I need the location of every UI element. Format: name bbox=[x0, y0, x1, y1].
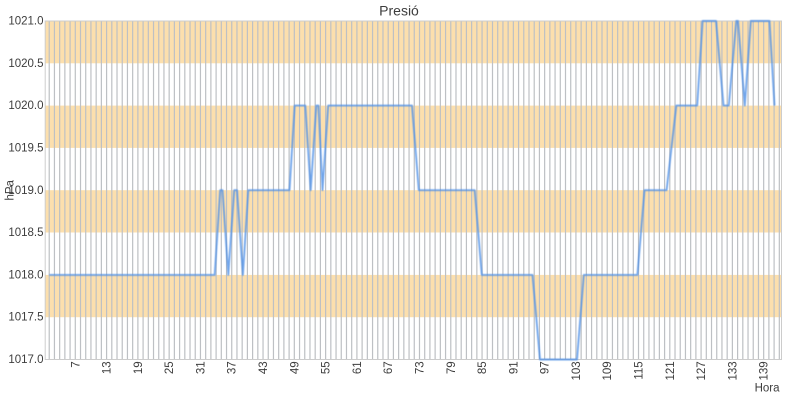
svg-text:67: 67 bbox=[383, 361, 395, 374]
svg-text:127: 127 bbox=[696, 361, 708, 380]
svg-text:103: 103 bbox=[571, 361, 583, 380]
svg-text:1020.0: 1020.0 bbox=[8, 100, 43, 112]
svg-text:1021.0: 1021.0 bbox=[8, 16, 43, 28]
svg-text:37: 37 bbox=[227, 361, 239, 374]
svg-text:1020.5: 1020.5 bbox=[8, 58, 43, 70]
svg-text:Hora: Hora bbox=[755, 383, 781, 395]
svg-text:115: 115 bbox=[634, 361, 646, 379]
svg-text:49: 49 bbox=[289, 361, 301, 374]
svg-text:1018.0: 1018.0 bbox=[8, 269, 43, 281]
svg-text:133: 133 bbox=[727, 361, 739, 380]
svg-text:31: 31 bbox=[196, 361, 208, 374]
svg-text:85: 85 bbox=[477, 361, 489, 374]
svg-text:109: 109 bbox=[602, 361, 614, 380]
svg-text:139: 139 bbox=[759, 361, 771, 380]
svg-text:1017.5: 1017.5 bbox=[8, 312, 43, 324]
svg-text:13: 13 bbox=[102, 361, 114, 374]
svg-text:55: 55 bbox=[321, 361, 333, 374]
svg-text:19: 19 bbox=[133, 361, 145, 374]
svg-text:1019.0: 1019.0 bbox=[8, 185, 43, 197]
svg-text:43: 43 bbox=[258, 361, 270, 374]
svg-text:73: 73 bbox=[415, 361, 427, 374]
svg-text:Presió: Presió bbox=[379, 3, 419, 19]
svg-text:25: 25 bbox=[164, 361, 176, 374]
svg-text:97: 97 bbox=[540, 361, 552, 374]
svg-text:1019.5: 1019.5 bbox=[8, 142, 43, 154]
svg-text:121: 121 bbox=[665, 361, 677, 380]
svg-text:1018.5: 1018.5 bbox=[8, 227, 43, 239]
svg-text:61: 61 bbox=[352, 361, 364, 374]
svg-text:91: 91 bbox=[508, 361, 520, 374]
svg-text:hPa: hPa bbox=[5, 179, 17, 200]
svg-text:7: 7 bbox=[70, 361, 82, 367]
svg-text:79: 79 bbox=[446, 361, 458, 374]
svg-text:1017.0: 1017.0 bbox=[8, 354, 43, 366]
